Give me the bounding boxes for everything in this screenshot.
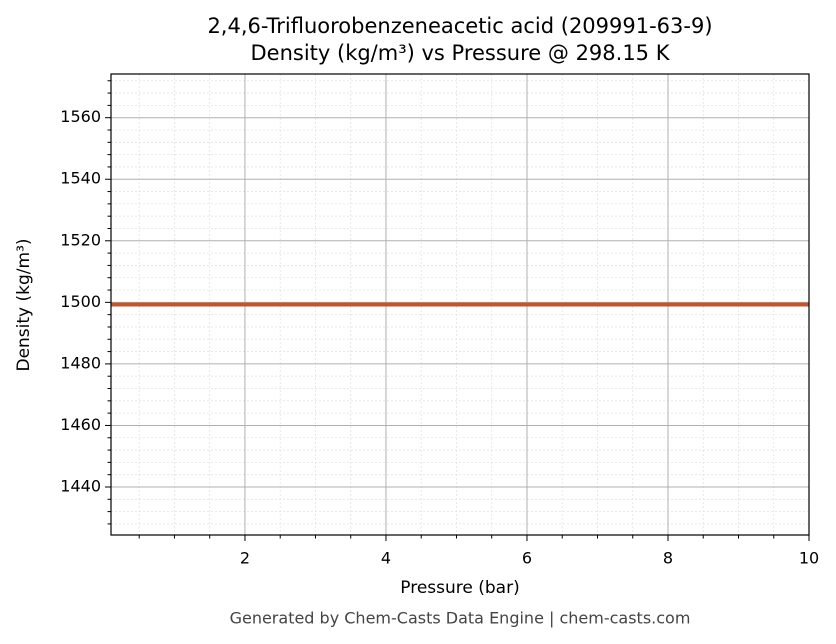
x-tick-label: 6: [522, 549, 532, 568]
x-tick-label: 10: [799, 549, 819, 568]
x-tick-label: 2: [240, 549, 250, 568]
y-tick-label: 1500: [60, 292, 101, 311]
y-tick-label: 1520: [60, 230, 101, 249]
y-tick-label: 1440: [60, 476, 101, 495]
x-tick-label: 4: [381, 549, 391, 568]
chart-title: 2,4,6-Trifluorobenzeneacetic acid (20999…: [207, 14, 712, 38]
y-tick-label: 1460: [60, 415, 101, 434]
y-axis-label: Density (kg/m³): [14, 238, 34, 371]
x-axis-label: Pressure (bar): [400, 578, 519, 598]
chart-subtitle: Density (kg/m³) vs Pressure @ 298.15 K: [250, 41, 670, 65]
footer: Generated by Chem-Casts Data Engine | ch…: [230, 609, 691, 628]
x-tick-label: 8: [663, 549, 673, 568]
y-tick-label: 1480: [60, 353, 101, 372]
y-tick-label: 1540: [60, 169, 101, 188]
plot-frame: [110, 73, 810, 536]
y-tick-label: 1560: [60, 107, 101, 126]
